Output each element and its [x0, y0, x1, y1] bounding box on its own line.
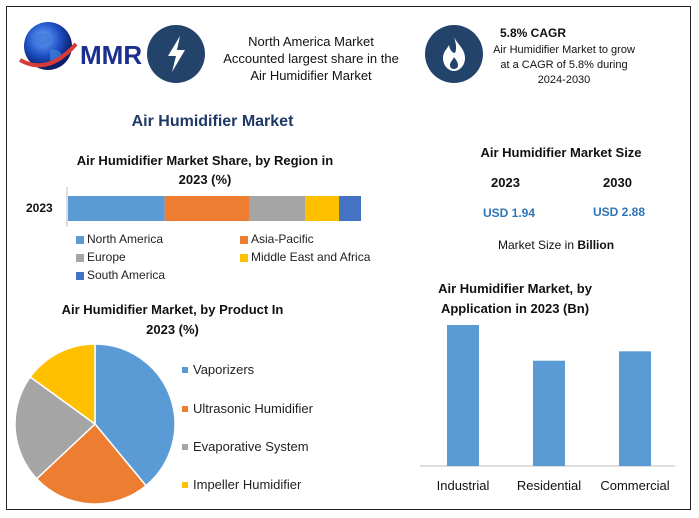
region-title-line1: Air Humidifier Market Share, by Region i…	[76, 153, 334, 168]
application-bar-industrial	[447, 325, 479, 466]
application-bar-residential	[533, 360, 565, 466]
pie-slice-impeller-humidifier	[29, 343, 96, 426]
application-tick-residential: Residential	[517, 478, 581, 493]
product-legend-swatch-vaporizers	[182, 367, 188, 373]
application-title-line2: Application in 2023 (Bn)	[440, 301, 590, 316]
region-bar-segment-south-america	[339, 196, 361, 221]
region-legend-swatch-europe	[76, 254, 84, 262]
svg-text:MMR: MMR	[80, 40, 142, 70]
application-bar-commercial	[619, 351, 651, 466]
region-bar-segment-middle-east-and-africa	[305, 196, 340, 221]
region-chart-title: Air Humidifier Market Share, by Region i…	[45, 151, 365, 189]
fact2-line1: Air Humidifier Market to grow	[493, 44, 635, 56]
size-value-2030: USD 2.88	[593, 205, 646, 219]
mmr-logo: MMR	[14, 16, 144, 76]
lightning-icon	[147, 25, 205, 83]
region-legend-swatch-south-america	[76, 272, 84, 280]
application-tick-commercial: Commercial	[600, 478, 669, 493]
fact1-line3: Air Humidifier Market	[250, 68, 372, 83]
note-unit: Billion	[577, 238, 615, 252]
fact1-line1: North America Market	[248, 34, 374, 49]
region-stacked-bar	[66, 187, 361, 227]
pie-slice-ultrasonic-humidifier	[35, 422, 148, 505]
region-legend-swatch-asia-pacific	[240, 236, 248, 244]
product-title-line1: Air Humidifier Market, by Product In	[61, 302, 284, 317]
product-legend-label-vaporizers: Vaporizers	[193, 362, 255, 377]
flame-icon	[425, 25, 483, 83]
product-pie-chart	[14, 343, 176, 505]
size-year-2023: 2023	[491, 175, 520, 190]
region-legend-label-middle-east-and-africa: Middle East and Africa	[251, 250, 371, 264]
product-title-line2: 2023 (%)	[146, 322, 199, 337]
pie-slice-evaporative-system	[14, 375, 97, 480]
fact-cagr: Air Humidifier Market to grow at a CAGR …	[478, 43, 650, 88]
region-legend-label-north-america: North America	[87, 232, 164, 246]
product-legend-swatch-impeller-humidifier	[182, 482, 188, 488]
note-prefix: Market Size in	[498, 238, 578, 252]
region-bar-segment-asia-pacific	[164, 196, 250, 221]
product-legend-label-evaporative-system: Evaporative System	[193, 439, 309, 454]
page-title: Air Humidifier Market	[131, 113, 294, 130]
fact2-line2: at a CAGR of 5.8% during	[500, 59, 628, 71]
fact1-line2: Accounted largest share in the	[223, 51, 399, 66]
region-row-label: 2023	[26, 201, 53, 215]
region-legend-label-south-america: South America	[87, 268, 166, 282]
application-chart-title: Air Humidifier Market, by Application in…	[415, 279, 615, 319]
region-legend-label-europe: Europe	[87, 250, 126, 264]
region-bar-segment-north-america	[68, 196, 165, 221]
region-legend-swatch-middle-east-and-africa	[240, 254, 248, 262]
region-legend-swatch-north-america	[76, 236, 84, 244]
product-chart-title: Air Humidifier Market, by Product In 202…	[40, 300, 305, 340]
product-legend-label-impeller-humidifier: Impeller Humidifier	[193, 477, 302, 492]
pie-slice-vaporizers	[94, 343, 176, 487]
cagr-title: 5.8% CAGR	[500, 26, 567, 40]
globe-icon: MMR	[19, 22, 142, 70]
size-value-2023: USD 1.94	[483, 206, 536, 220]
region-title-line2: 2023 (%)	[178, 172, 232, 187]
size-year-2030: 2030	[603, 175, 632, 190]
fact-north-america: North America Market Accounted largest s…	[206, 33, 416, 84]
region-legend-label-asia-pacific: Asia-Pacific	[251, 232, 314, 246]
product-legend-swatch-ultrasonic-humidifier	[182, 406, 188, 412]
market-size-title: Air Humidifier Market Size	[480, 145, 642, 160]
product-legend-label-ultrasonic-humidifier: Ultrasonic Humidifier	[193, 401, 313, 416]
product-legend-swatch-evaporative-system	[182, 444, 188, 450]
fact2-line3: 2024-2030	[537, 74, 591, 86]
application-bar-chart: Industrial Residential Commercial	[420, 325, 675, 493]
market-size-note: Market Size in Billion	[498, 238, 614, 252]
region-bar-segment-europe	[249, 196, 306, 221]
application-tick-industrial: Industrial	[437, 478, 490, 493]
infographic-frame	[6, 6, 691, 510]
application-title-line1: Air Humidifier Market, by	[438, 281, 592, 296]
